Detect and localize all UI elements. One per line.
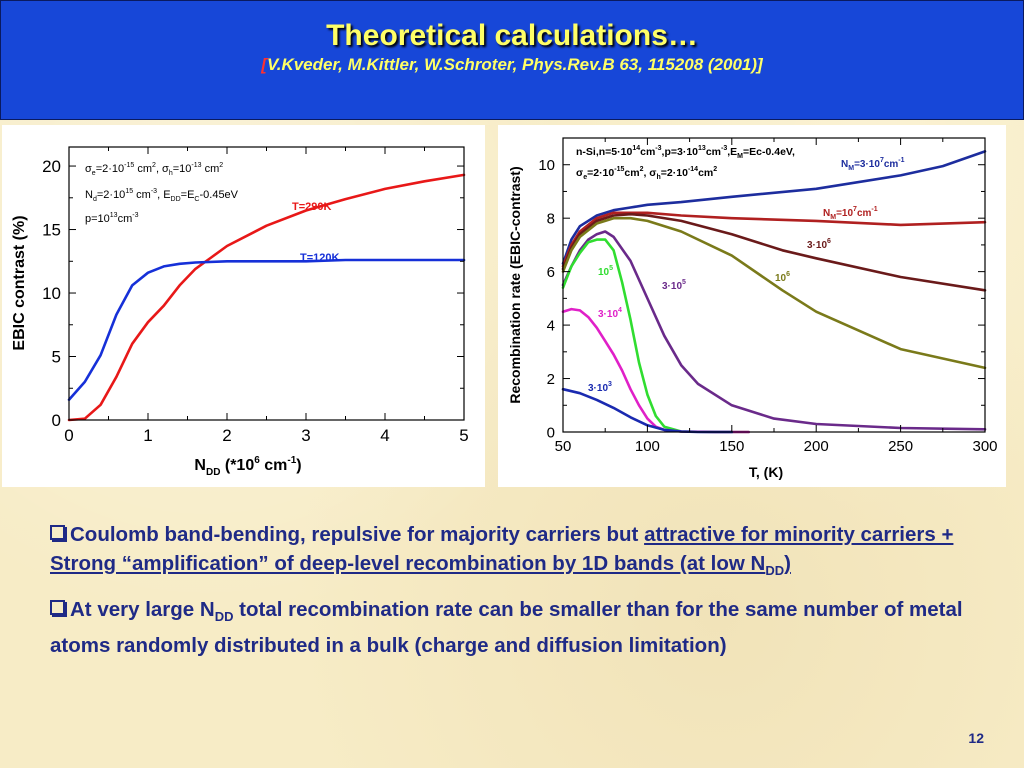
parameter-annotation-line: σe=2·10-15 cm2, σh=10-13 cm2: [85, 162, 223, 177]
parameter-annotation-line: σe=2·10-15cm2, σh=2·10-14cm2: [576, 166, 717, 181]
citation-text: V.Kveder, M.Kittler, W.Schroter, Phys.Re…: [266, 55, 758, 74]
y-tick-label: 0: [52, 411, 61, 430]
y-axis-label: Recombination rate (EBIC-contrast): [507, 166, 523, 403]
y-tick-label: 6: [547, 264, 555, 281]
citation-close-bracket: ]: [757, 55, 763, 74]
series-label: T=290K: [292, 201, 331, 213]
ebic-contrast-chart-panel: 0 1 2 3 4 5 0 5 10 15 20 σe=2·10-15 cm2, σh=10-13 …: [2, 125, 485, 487]
series-label: 3·103: [588, 381, 612, 394]
checkbox-bullet-icon: [50, 525, 65, 540]
bullet-text: Coulomb band-bending, repulsive for majo…: [70, 523, 645, 546]
series-label: 3·105: [662, 279, 686, 292]
bullet-item: Coulomb band-bending, repulsive for majo…: [50, 520, 1000, 585]
series-label: NM=107cm-1: [823, 206, 878, 221]
slide-title: Theoretical calculations…: [326, 19, 698, 52]
bullet-underlined-text: attractive for minority carriers + Stron…: [50, 523, 954, 579]
series-label: 105: [598, 265, 613, 278]
x-tick-label: 300: [972, 438, 997, 455]
series-label: T=120K: [300, 252, 339, 264]
series-line: [561, 216, 987, 370]
series-label: 106: [775, 271, 790, 284]
citation-open-bracket: [: [261, 55, 267, 74]
y-tick-label: 10: [42, 284, 61, 303]
bullet-text: total recombination rate can be smaller …: [50, 598, 963, 658]
series-line: [561, 238, 750, 434]
subscript: DD: [765, 563, 785, 579]
bullet-list: Coulomb band-bending, repulsive for majo…: [50, 520, 1000, 670]
y-tick-label: 15: [42, 220, 61, 239]
recombination-rate-chart-panel: 50 100 150 200 250 300 0 2 4 6 8 10 n-Si,n=5·1014cm…: [498, 125, 1006, 487]
page-number: 12: [968, 730, 984, 746]
series-line: [561, 150, 987, 265]
y-tick-label: 5: [52, 347, 61, 366]
x-tick-label: 100: [635, 438, 660, 455]
parameter-annotation-line: p=1013cm-3: [85, 212, 139, 225]
series-label: 3·106: [807, 238, 831, 251]
x-tick-label: 0: [64, 426, 73, 445]
series-line: [561, 230, 987, 431]
y-tick-label: 10: [538, 157, 555, 174]
y-tick-label: 4: [547, 317, 555, 334]
slide-header: Theoretical calculations… [V.Kveder, M.K…: [0, 0, 1024, 120]
citation: [V.Kveder, M.Kittler, W.Schroter, Phys.R…: [1, 55, 1023, 75]
x-tick-label: 4: [380, 426, 389, 445]
x-tick-label: 3: [301, 426, 310, 445]
bullet-underlined-main: attractive for minority carriers + Stron…: [50, 523, 954, 575]
checkbox-bullet-icon: [50, 600, 65, 616]
x-tick-label: 5: [459, 426, 468, 445]
bullet-underlined-end: ): [784, 552, 791, 575]
series-label: 3·104: [598, 307, 622, 320]
y-tick-label: 2: [547, 371, 555, 388]
x-tick-label: 50: [555, 438, 572, 455]
y-tick-label: 20: [42, 157, 61, 176]
recombination-rate-chart: 50 100 150 200 250 300 0 2 4 6 8 10 n-Si,n=5·1014cm…: [507, 137, 998, 480]
series-line: [67, 173, 466, 422]
y-tick-label: 8: [547, 210, 555, 227]
subscript: DD: [214, 609, 234, 625]
bullet-text: At very large N: [70, 598, 215, 622]
x-axis-label: NDD (*106 cm-1): [194, 455, 301, 478]
y-axis-label: EBIC contrast (%): [11, 215, 28, 350]
x-tick-label: 1: [143, 426, 152, 445]
ebic-contrast-chart: 0 1 2 3 4 5 0 5 10 15 20 σe=2·10-15 cm2, σh=10-13 …: [11, 146, 469, 478]
parameter-annotation-line: Nd=2·1015 cm-3, EDD=EC-0.45eV: [85, 188, 239, 203]
series-line: [561, 212, 987, 292]
series-line: [67, 258, 466, 402]
x-tick-label: 150: [719, 438, 744, 455]
series-line: [561, 211, 987, 268]
series-label: NM=3·107cm-1: [841, 157, 905, 172]
x-tick-label: 2: [222, 426, 231, 445]
y-tick-label: 0: [547, 424, 555, 441]
x-tick-label: 200: [804, 438, 829, 455]
x-tick-label: 250: [888, 438, 913, 455]
x-axis-label: T, (K): [749, 464, 783, 480]
parameter-annotation-line: n-Si,n=5·1014cm-3,p=3·1013cm-3,EM=Ec-0.4…: [576, 145, 795, 160]
bullet-item: At very large NDD total recombination ra…: [50, 595, 1000, 660]
